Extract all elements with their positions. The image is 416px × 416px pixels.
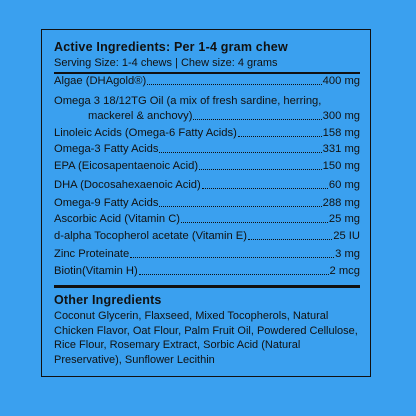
- ingredient-amount: 150 mg: [322, 160, 360, 172]
- other-ingredients-heading: Other Ingredients: [54, 293, 162, 307]
- ingredient-row-dha: DHA (Docosahexaenoic Acid) 60 mg: [54, 177, 360, 193]
- ingredient-name: mackerel & anchovy): [88, 110, 193, 122]
- ingredient-row-omega9: Omega-9 Fatty Acids 288 mg: [54, 195, 360, 211]
- ingredient-omega-oil-line1: Omega 3 18/12TG Oil (a mix of fresh sard…: [54, 95, 322, 107]
- ingredient-row-vitamin-e: d-alpha Tocopherol acetate (Vitamin E) 2…: [54, 228, 360, 244]
- ingredient-name: Algae (DHAgold®): [54, 75, 147, 87]
- ingredient-amount: 25 mg: [328, 213, 360, 225]
- ingredient-amount: 288 mg: [322, 197, 360, 209]
- ingredient-row-omega-oil: mackerel & anchovy) 300 mg: [54, 108, 360, 124]
- ingredient-amount: 3 mg: [335, 248, 360, 260]
- dot-leader: [147, 83, 322, 85]
- dot-leader: [159, 151, 322, 153]
- ingredient-name: Omega-3 Fatty Acids: [54, 143, 159, 155]
- ingredients-panel: [41, 29, 371, 377]
- ingredient-name: Omega-9 Fatty Acids: [54, 197, 159, 209]
- ingredient-row-vitamin-c: Ascorbic Acid (Vitamin C) 25 mg: [54, 211, 360, 227]
- dot-leader: [159, 205, 322, 207]
- ingredient-name: EPA (Eicosapentaenoic Acid): [54, 160, 199, 172]
- ingredient-row-zinc: Zinc Proteinate 3 mg: [54, 246, 360, 262]
- serving-size-text: Serving Size: 1-4 chews | Chew size: 4 g…: [54, 57, 278, 69]
- heading-divider: [54, 72, 360, 74]
- other-ingredients-text: Coconut Glycerin, Flaxseed, Mixed Tocoph…: [54, 310, 358, 366]
- dot-leader: [237, 135, 322, 137]
- ingredient-name: Biotin(Vitamin H): [54, 265, 138, 277]
- section-divider: [54, 285, 360, 288]
- ingredient-amount: 331 mg: [322, 143, 360, 155]
- ingredient-row-epa: EPA (Eicosapentaenoic Acid) 150 mg: [54, 158, 360, 174]
- dot-leader: [130, 256, 335, 258]
- dot-leader: [181, 221, 328, 223]
- dot-leader: [138, 273, 329, 275]
- dot-leader: [201, 187, 328, 189]
- ingredient-row-algae: Algae (DHAgold®) 400 mg: [54, 73, 360, 89]
- dot-leader: [193, 118, 322, 120]
- ingredient-name: d-alpha Tocopherol acetate (Vitamin E): [54, 230, 247, 242]
- ingredient-name: Ascorbic Acid (Vitamin C): [54, 213, 181, 225]
- ingredient-amount: 2 mcg: [329, 265, 360, 277]
- ingredient-row-linoleic: Linoleic Acids (Omega-6 Fatty Acids) 158…: [54, 125, 360, 141]
- ingredient-amount: 158 mg: [322, 127, 360, 139]
- ingredient-amount: 60 mg: [328, 179, 360, 191]
- dot-leader: [199, 168, 322, 170]
- dot-leader: [248, 238, 333, 240]
- ingredient-name: DHA (Docosahexaenoic Acid): [54, 179, 201, 191]
- ingredient-row-omega3: Omega-3 Fatty Acids 331 mg: [54, 141, 360, 157]
- active-ingredients-heading: Active Ingredients: Per 1-4 gram chew: [54, 40, 288, 54]
- ingredient-amount: 400 mg: [322, 75, 360, 87]
- ingredient-amount: 300 mg: [322, 110, 360, 122]
- ingredient-name: Zinc Proteinate: [54, 248, 130, 260]
- ingredient-amount: 25 IU: [333, 230, 360, 242]
- ingredient-row-biotin: Biotin(Vitamin H) 2 mcg: [54, 263, 360, 279]
- ingredient-name: Linoleic Acids (Omega-6 Fatty Acids): [54, 127, 237, 139]
